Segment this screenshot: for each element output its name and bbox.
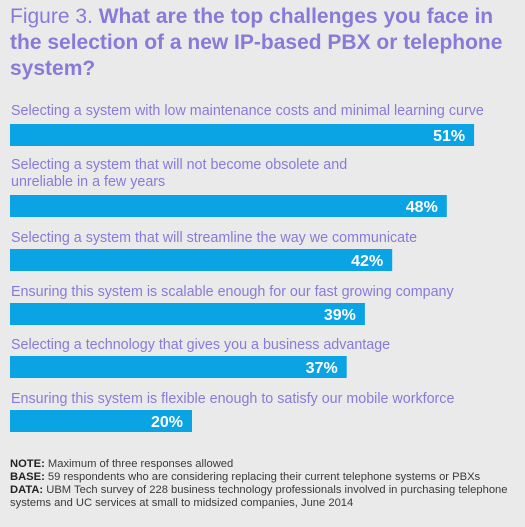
bar — [10, 303, 365, 325]
bar-value-label: 48% — [406, 199, 438, 216]
bar-value-label: 20% — [151, 414, 183, 431]
base-text: 59 respondents who are considering repla… — [44, 471, 481, 483]
bar — [10, 356, 347, 378]
data-label: DATA: — [10, 484, 44, 496]
bar — [10, 195, 447, 217]
data-text: UBM Tech survey of 228 business technolo… — [10, 484, 508, 509]
category-label: Selecting a system that will streamline … — [11, 230, 418, 246]
figure-label: Figure 3. — [10, 5, 93, 28]
note-label: NOTE: — [10, 458, 45, 470]
category-label: Selecting a system with low maintenance … — [11, 103, 484, 119]
bar-value-label: 39% — [324, 307, 356, 324]
category-label: Selecting a system that will not become … — [11, 157, 348, 190]
category-label: Ensuring this system is scalable enough … — [11, 284, 454, 300]
bar-value-label: 42% — [351, 253, 383, 270]
category-label: Selecting a technology that gives you a … — [11, 337, 391, 353]
bar-value-label: 51% — [433, 128, 465, 145]
bar — [10, 249, 393, 271]
base-line: BASE: 59 respondents who are considering… — [10, 471, 520, 484]
bar — [10, 124, 475, 146]
bar-value-label: 37% — [306, 360, 338, 377]
bar — [10, 410, 192, 432]
data-line: DATA: UBM Tech survey of 228 business te… — [10, 484, 520, 510]
note-text: Maximum of three responses allowed — [44, 458, 234, 470]
chart-question: What are the top challenges you face in … — [10, 5, 503, 80]
bar-chart: 51% 48% 42% 39% 37% 20% — [10, 124, 475, 432]
chart-title: Figure 3. What are the top challenges yo… — [10, 4, 515, 82]
note-line: NOTE: Maximum of three responses allowed — [10, 458, 520, 471]
base-label: BASE: — [10, 471, 45, 483]
chart-notes: NOTE: Maximum of three responses allowed… — [10, 458, 520, 510]
category-label: Ensuring this system is flexible enough … — [11, 391, 455, 407]
